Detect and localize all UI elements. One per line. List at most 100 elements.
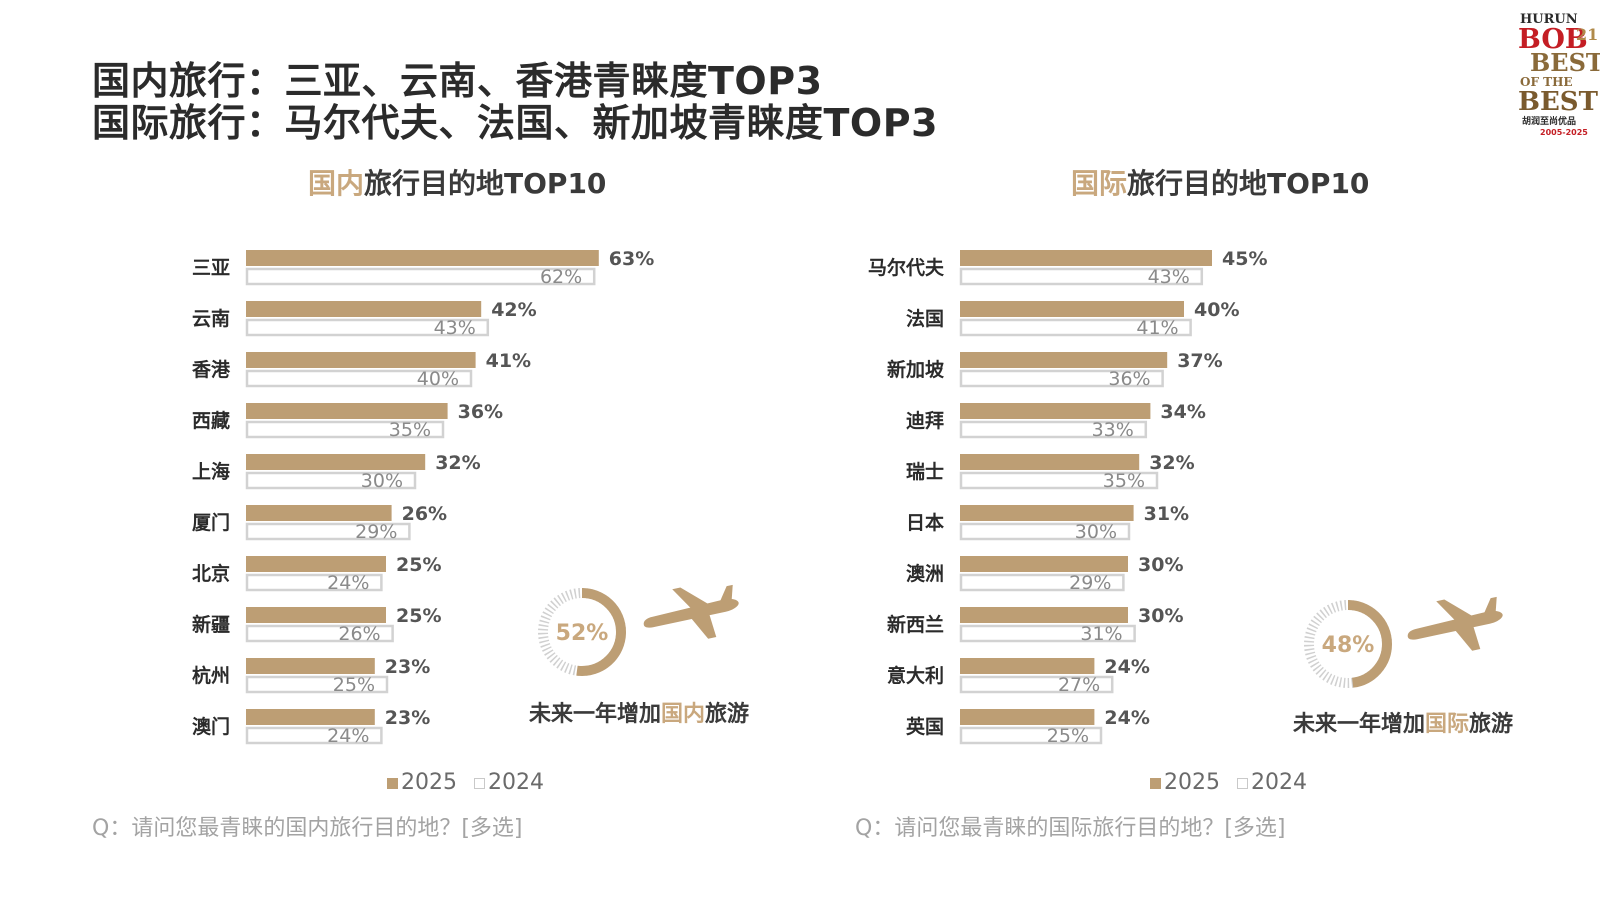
category-label: 厦门 — [192, 511, 230, 534]
bar-2025 — [960, 250, 1212, 266]
logo-hurun: HURUN — [1520, 12, 1578, 27]
category-label: 北京 — [192, 562, 230, 585]
international-note-pre: 未来一年增加 — [1293, 712, 1426, 737]
value-label-2025: 37% — [1177, 350, 1222, 372]
value-label-2025: 23% — [385, 707, 430, 729]
category-label: 法国 — [906, 307, 944, 330]
bar-2024 — [959, 726, 1103, 745]
bar-2024 — [959, 471, 1159, 490]
legend-label-2025: 2025 — [1164, 770, 1220, 795]
legend-label-2024: 2024 — [1251, 770, 1307, 795]
value-label-2024: 31% — [1080, 623, 1122, 645]
value-label-2024: 43% — [1148, 266, 1190, 288]
bar-2024 — [245, 318, 490, 337]
hurun-bob-logo: HURUN BOB 21 BEST OF THE BEST 胡润至尚优品 200… — [1518, 12, 1600, 137]
value-label-2024: 27% — [1058, 674, 1100, 696]
value-label-2025: 36% — [458, 401, 503, 423]
legend-label-2024: 2024 — [488, 770, 544, 795]
value-label-2024: 30% — [1075, 521, 1117, 543]
domestic-bar-chart: 三亚 63% 62% 云南 42% 43% 香港 41% 40% 西藏 36% 35% 上海 32% 30%… — [191, 248, 654, 747]
domestic-question: Q：请问您最青睐的国内旅行目的地？[多选] — [92, 816, 523, 841]
value-label-2025: 34% — [1160, 401, 1205, 423]
value-label-2025: 30% — [1138, 605, 1183, 627]
value-label-2025: 41% — [486, 350, 531, 372]
legend-swatch-2024 — [474, 777, 485, 789]
logo-bob: BOB — [1518, 24, 1588, 55]
value-label-2024: 35% — [389, 419, 431, 441]
value-label-2025: 31% — [1144, 503, 1189, 525]
headline-line-2: 国际旅行：马尔代夫、法国、新加坡青睐度TOP3 — [92, 101, 939, 145]
airplane-icon — [643, 584, 739, 639]
bar-2024 — [959, 267, 1204, 286]
category-label: 新疆 — [192, 613, 230, 636]
value-label-2025: 26% — [402, 503, 447, 525]
legend-item-2024: 2024 — [474, 770, 544, 795]
bar-2025 — [960, 301, 1184, 317]
bar-2025 — [960, 607, 1128, 623]
domestic-note-highlight: 国内 — [661, 702, 706, 727]
bar-2024 — [245, 420, 445, 439]
bar-2024 — [959, 420, 1148, 439]
bar-2025 — [960, 658, 1095, 674]
bar-2025 — [246, 352, 476, 368]
domestic-chart-title: 国内旅行目的地TOP10 — [308, 162, 606, 202]
international-title-highlight: 国际 — [1071, 167, 1128, 200]
bar-2024 — [245, 726, 383, 745]
legend-item-2025: 2025 — [1150, 770, 1220, 795]
bar-2025 — [960, 709, 1095, 725]
logo-best-1: BEST — [1530, 48, 1600, 77]
bar-2025 — [246, 658, 375, 674]
bar-2024 — [959, 369, 1164, 388]
value-label-2025: 23% — [385, 656, 430, 678]
international-note-post: 旅游 — [1469, 712, 1514, 737]
logo-best-2: BEST — [1518, 87, 1599, 117]
legend-swatch-2024 — [1237, 777, 1248, 789]
bar-2025 — [246, 250, 599, 266]
bar-2024 — [245, 675, 389, 694]
bar-2024 — [959, 675, 1114, 694]
bar-2024 — [245, 267, 596, 286]
value-label-2024: 36% — [1108, 368, 1150, 390]
value-label-2025: 63% — [609, 248, 654, 270]
bar-2024 — [245, 471, 417, 490]
value-label-2025: 25% — [396, 554, 441, 576]
bar-2025 — [960, 505, 1134, 521]
value-label-2025: 42% — [491, 299, 536, 321]
legend-swatch-2025 — [1150, 777, 1161, 789]
donut-arc — [538, 588, 626, 676]
domestic-donut: 52% — [538, 588, 626, 676]
bar-2024 — [959, 522, 1131, 541]
domestic-note-pre: 未来一年增加 — [529, 702, 662, 727]
value-label-2024: 26% — [338, 623, 380, 645]
international-legend: 2025 2024 — [1150, 770, 1317, 795]
category-label: 日本 — [906, 511, 944, 534]
category-label: 马尔代夫 — [868, 256, 945, 279]
bar-2025 — [246, 607, 386, 623]
logo-years: 2005-2025 — [1540, 128, 1588, 137]
value-label-2025: 45% — [1222, 248, 1267, 270]
category-label: 英国 — [906, 715, 944, 738]
bar-2025 — [246, 709, 375, 725]
bar-2025 — [960, 403, 1151, 419]
category-label: 西藏 — [192, 409, 230, 432]
value-label-2024: 24% — [327, 725, 369, 747]
bar-2024 — [959, 573, 1125, 592]
category-label: 新西兰 — [887, 613, 944, 636]
logo-number: 21 — [1576, 25, 1598, 44]
category-label: 意大利 — [887, 664, 944, 687]
domestic-title-highlight: 国内 — [308, 167, 365, 200]
international-note-highlight: 国际 — [1425, 712, 1470, 737]
value-label-2025: 24% — [1104, 656, 1149, 678]
value-label-2024: 25% — [1047, 725, 1089, 747]
value-label-2024: 35% — [1103, 470, 1145, 492]
legend-item-2025: 2025 — [387, 770, 457, 795]
domestic-donut-value: 52% — [556, 621, 609, 646]
international-bar-chart: 马尔代夫 45% 43% 法国 40% 41% 新加坡 37% 36% 迪拜 34% 33% 瑞士 32%… — [868, 248, 1268, 747]
value-label-2024: 29% — [1069, 572, 1111, 594]
category-label: 三亚 — [192, 257, 230, 279]
bar-2025 — [960, 556, 1128, 572]
category-label: 新加坡 — [887, 358, 945, 381]
bar-2025 — [960, 352, 1168, 368]
value-label-2025: 24% — [1104, 707, 1149, 729]
international-question: Q：请问您最青睐的国际旅行目的地？[多选] — [855, 816, 1286, 841]
